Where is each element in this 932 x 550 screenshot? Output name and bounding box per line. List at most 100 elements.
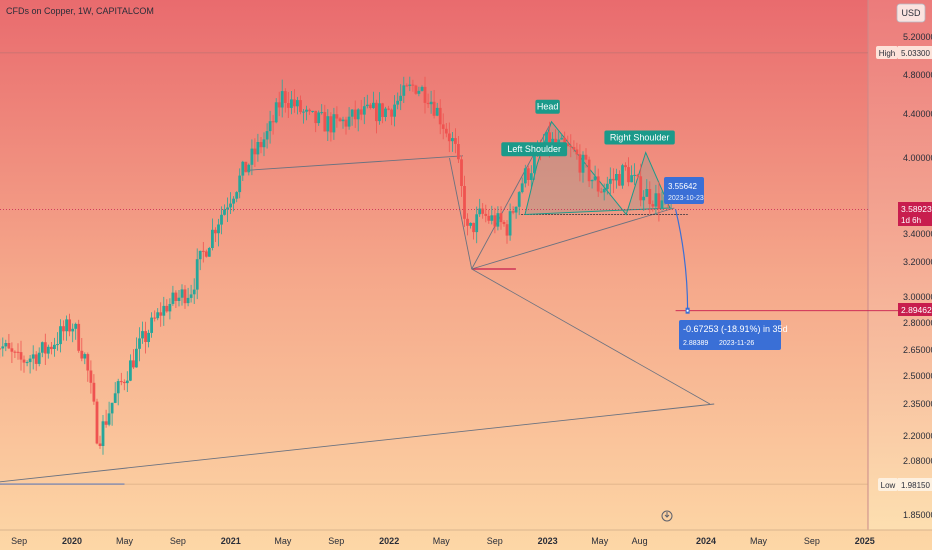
candle-body [627,167,630,183]
candle-body [7,343,11,349]
candle-body [53,344,56,349]
candle-body [86,354,90,371]
currency-button[interactable]: USD [896,3,926,23]
candle-body [660,200,664,209]
candle-body [274,102,278,123]
candle-body [496,213,500,227]
candle-body [171,292,175,304]
candle-body [523,168,527,184]
candle-body [104,421,108,425]
pattern-label-box[interactable] [604,130,675,145]
candle-body [159,312,163,316]
candle-body [92,382,96,402]
candle-body [144,331,147,342]
candle-body [262,139,266,148]
candle-body [362,106,366,115]
time-tick-label: 2020 [62,536,82,546]
price-tick-label: 3.20000 [903,257,932,267]
candle-body [62,326,65,332]
candle-body [384,108,387,117]
candle-body [475,214,479,233]
pattern-label: Head [537,102,559,112]
candle-body [43,342,47,354]
candle-body [420,86,424,91]
long-trendline [0,403,715,483]
candle-body [533,155,536,174]
candle-body [138,338,141,349]
time-axis[interactable]: Sep 2020 May Sep 2021 May Sep 2022 May Sep 2023 May… [11,536,875,546]
candle-body [347,116,351,127]
candle-body [302,111,305,113]
candle-body [56,344,59,346]
price-axis[interactable]: 5.200004.800004.400004.000003.600003.400… [903,32,932,520]
candle-body [612,178,615,181]
candle-body [441,124,445,129]
candle-body [323,112,327,132]
candle-body [575,149,579,155]
measure-top-label[interactable]: 3.55642 2023-10-23 [664,177,704,204]
candle-body [77,323,81,351]
candle-body [460,159,463,186]
pattern-label-box[interactable] [535,99,560,114]
candle-body [569,146,573,147]
candle-body [444,128,448,134]
candle-body [280,91,284,108]
candle-body [651,204,655,207]
candle-body [411,84,415,86]
candle-body [615,174,618,181]
time-tick-label: Aug [632,536,648,546]
candle-body [602,189,606,193]
candle-body [344,119,348,127]
price-tick-label: 5.20000 [903,32,932,42]
candle-body [454,138,457,144]
price-tick-label: 2.50000 [903,371,932,381]
candle-body [286,103,290,108]
candle-body [241,161,245,176]
rising-wedge-line [471,207,675,270]
candle-body [451,138,454,142]
candle-body [4,343,8,347]
price-tick-label: 4.40000 [903,109,932,119]
candle-body [326,116,330,132]
candle-body [229,203,232,208]
candle-body [201,250,205,252]
candle-body [296,100,299,107]
candle-body [338,118,342,122]
candle-body [162,305,166,316]
candle-body [426,102,430,105]
price-tick-label: 2.80000 [903,318,932,328]
candle-body [13,351,17,353]
candle-body [119,381,123,383]
candle-body [107,413,111,425]
candle-body [408,84,412,86]
candle-body [517,192,521,207]
candle-body [116,381,120,394]
replay-icon[interactable] [661,510,673,522]
candle-body [186,297,190,304]
time-tick-label: Sep [487,536,503,546]
candle-body [353,109,357,120]
candle-body [89,370,93,383]
measure-bottom-value: 2.88389 [683,340,708,347]
candle-body [642,196,646,201]
candle-body [378,103,381,122]
measure-bottom-label[interactable]: -0.67253 (-18.91%) in 35d 2.88389 2023-1… [679,320,788,350]
candle-body [290,99,293,108]
price-tick-label: 1.85000 [903,510,932,520]
candle-body [253,148,257,155]
candle-body [40,342,44,353]
time-tick-label: May [433,536,451,546]
candle-body [129,360,132,381]
candle-body [153,317,157,319]
candle-body [490,215,494,221]
candle-body [83,354,87,359]
candle-body [502,222,506,225]
candle-body [466,218,469,226]
candle-body [177,297,181,301]
candle-body [435,107,439,116]
candle-body [28,358,32,363]
pattern-label-box[interactable] [501,142,568,157]
candle-body [572,147,576,150]
